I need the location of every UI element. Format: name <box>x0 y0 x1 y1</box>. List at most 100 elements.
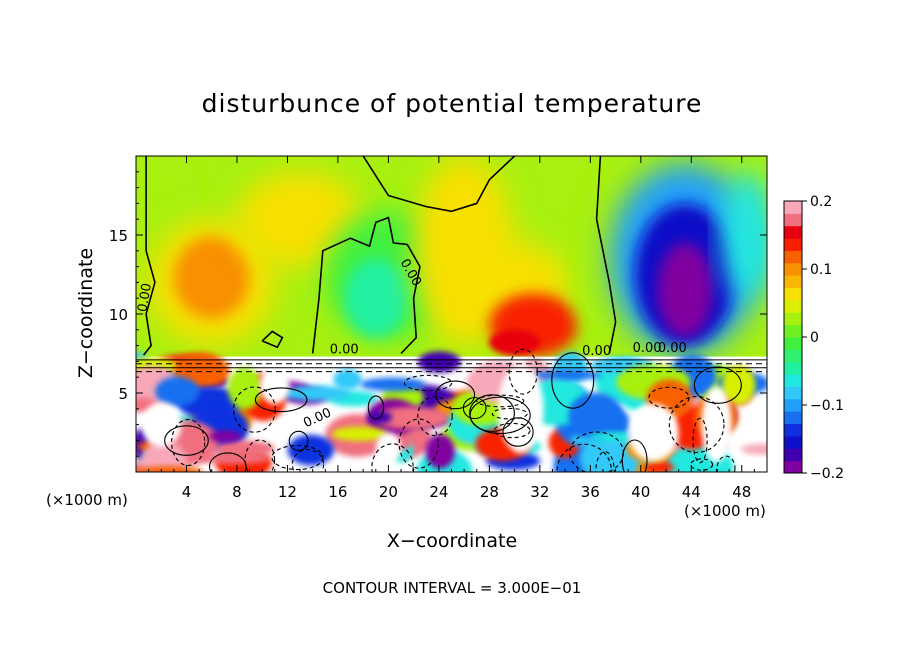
contour-line <box>668 395 725 454</box>
field-cell <box>196 452 271 464</box>
x-tick-label: 32 <box>530 483 549 501</box>
field-cell <box>140 441 188 472</box>
contour-line <box>417 396 453 437</box>
contour-line <box>261 330 284 349</box>
x-tick-label: 16 <box>328 483 347 501</box>
colorbar-swatch <box>784 361 802 375</box>
contour-line <box>164 425 209 456</box>
field-cell <box>489 329 540 356</box>
contour-line <box>142 156 156 356</box>
field-cell <box>531 370 603 380</box>
field-cell <box>722 365 756 405</box>
field-cell <box>740 443 767 455</box>
colorbar-swatch <box>784 238 802 251</box>
x-tick-label: 28 <box>480 483 499 501</box>
field-cell <box>657 242 713 338</box>
colorbar-tick-label: −0.2 <box>810 466 844 482</box>
colorbar-swatch <box>784 386 802 400</box>
plot-area <box>136 156 767 472</box>
colorbar-swatch <box>784 423 802 437</box>
colorbar-swatch <box>784 398 802 412</box>
y-tick-label: 10 <box>109 306 128 324</box>
colorbar-swatch <box>784 250 802 264</box>
contour-line <box>288 430 309 451</box>
colorbar-swatch <box>784 201 802 214</box>
field-cell <box>282 385 351 402</box>
y-axis-label: Z−coordinate <box>75 248 97 378</box>
x-tick-label: 36 <box>581 483 600 501</box>
contour-label: 0.00 <box>330 343 359 358</box>
x-unit-right: (×1000 m) <box>684 502 766 520</box>
colorbar-swatch <box>784 312 802 326</box>
x-tick-label: 48 <box>732 483 751 501</box>
contour-line <box>367 395 385 420</box>
field-cell <box>722 171 767 299</box>
field-cell <box>701 386 732 463</box>
contour-line <box>435 380 476 410</box>
contour-line <box>621 439 648 472</box>
x-tick-label: 44 <box>682 483 701 501</box>
field-cell <box>259 366 290 405</box>
x-tick-label: 20 <box>379 483 398 501</box>
contour-label: 0.00 <box>135 282 155 313</box>
contour-label: 0.00 <box>582 344 611 359</box>
x-axis-label: X−coordinate <box>387 530 517 552</box>
contour-line <box>595 451 615 472</box>
contour-line <box>244 439 276 472</box>
contour-line <box>398 418 439 469</box>
contour-label: 0.00 <box>658 341 687 356</box>
contour-line <box>271 444 324 471</box>
colorbar-swatch <box>784 411 802 425</box>
contour-line <box>362 156 516 213</box>
field-cell <box>344 258 408 338</box>
colorbar-tick-label: 0 <box>810 330 819 346</box>
contour-line <box>254 387 308 413</box>
contour-line <box>493 422 531 439</box>
x-tick-label: 4 <box>182 483 192 501</box>
colorbar-tick-label: −0.1 <box>810 398 844 414</box>
contour-lines <box>136 156 767 472</box>
chart-title: disturbunce of potential temperature <box>202 89 703 118</box>
contour-label: 0.00 <box>633 341 662 356</box>
contour-line <box>476 394 525 408</box>
colorbar-swatch <box>784 287 802 301</box>
field-cell <box>580 434 640 472</box>
field-cell <box>375 432 402 465</box>
contour-line <box>692 417 708 464</box>
contour-line <box>469 394 515 432</box>
contour-line <box>403 374 453 392</box>
contour-line <box>716 455 736 472</box>
field-cell <box>136 156 200 243</box>
field-cell <box>287 434 334 466</box>
field-cell <box>643 462 675 472</box>
colorbar: 0.2 0.1 0 −0.1 −0.2 <box>783 194 844 482</box>
colorbar-swatch <box>784 460 802 474</box>
field-cell <box>333 369 362 390</box>
contour-line <box>232 386 276 433</box>
colorbar-swatch <box>784 448 802 462</box>
contour-line <box>491 407 528 420</box>
contour-line <box>551 352 595 409</box>
colorbar-swatch <box>784 262 802 276</box>
x-tick-label: 24 <box>429 483 448 501</box>
contour-line <box>693 366 742 404</box>
field-cell <box>155 376 200 407</box>
colorbar-swatch <box>784 275 802 289</box>
x-unit-left: (×1000 m) <box>46 491 128 509</box>
colorbar-tick-label: 0.1 <box>810 262 832 278</box>
colorbar-swatch <box>784 349 802 363</box>
x-tick-label: 8 <box>232 483 242 501</box>
field-cell <box>568 392 623 439</box>
x-axis: 4 8 12 16 20 24 28 32 36 40 44 48 <box>148 156 755 501</box>
colorbar-swatch <box>784 435 802 449</box>
contour-line <box>690 458 714 471</box>
colorbar-swatch <box>784 337 802 350</box>
field-cell <box>173 236 250 319</box>
field-cell <box>375 406 450 430</box>
field-cell <box>417 351 461 373</box>
contour-line <box>371 443 414 472</box>
colorbar-swatch <box>784 324 802 338</box>
field-cell <box>236 171 364 267</box>
contour-interval-note: CONTOUR INTERVAL = 3.000E−01 <box>323 579 582 597</box>
